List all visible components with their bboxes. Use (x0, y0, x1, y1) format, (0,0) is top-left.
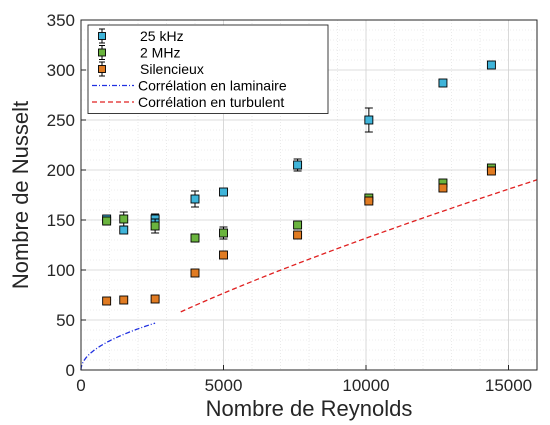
y-tick-label: 350 (47, 11, 75, 30)
data-point (190, 190, 200, 208)
legend-marker (98, 48, 106, 57)
data-point (219, 226, 228, 240)
data-point (364, 196, 374, 206)
data-point (150, 294, 160, 304)
legend-label: Corrélation en laminaire (138, 78, 287, 94)
x-tick-label: 10000 (342, 376, 389, 395)
point-marker (219, 228, 228, 238)
data-point (190, 233, 200, 243)
legend-entry: Corrélation en turbulent (92, 94, 284, 110)
point-marker (150, 221, 160, 231)
data-points (102, 60, 496, 306)
data-point (119, 295, 129, 305)
point-marker (102, 216, 112, 226)
data-point (219, 187, 228, 197)
x-tick-label: 5000 (205, 376, 243, 395)
legend-label: 2 MHz (140, 45, 180, 61)
legend-marker (98, 32, 106, 40)
point-marker (119, 295, 129, 305)
point-marker (486, 60, 496, 70)
y-tick-label: 100 (47, 261, 75, 280)
legend-entry: Silencieux (98, 61, 204, 77)
legend-entry: 2 MHz (98, 45, 180, 61)
data-point (486, 60, 496, 70)
data-point (438, 78, 448, 88)
y-tick-label: 150 (47, 211, 75, 230)
data-point (438, 183, 448, 193)
data-point (364, 107, 374, 133)
y-tick-label: 250 (47, 111, 75, 130)
data-point (486, 166, 496, 176)
point-marker (190, 268, 200, 278)
legend-label: 25 kHz (140, 28, 184, 44)
point-marker (119, 214, 129, 224)
data-point (102, 296, 112, 306)
point-marker (293, 220, 303, 230)
point-marker (219, 187, 228, 197)
y-tick-label: 300 (47, 61, 75, 80)
point-marker (293, 160, 303, 170)
turbulent-correlation-line (180, 179, 538, 313)
legend-entry: Corrélation en laminaire (92, 78, 287, 94)
legend-marker (98, 65, 106, 73)
legend-entry: 25 kHz (98, 28, 184, 44)
point-marker (190, 194, 200, 204)
y-tick-label: 200 (47, 161, 75, 180)
legend-box (87, 24, 329, 114)
point-marker (119, 225, 129, 235)
point-marker (190, 233, 200, 243)
point-marker (102, 296, 112, 306)
data-point (293, 220, 303, 230)
data-point (119, 225, 129, 235)
y-tick-label: 0 (66, 361, 75, 380)
x-tick-label: 0 (76, 376, 85, 395)
point-marker (438, 183, 448, 193)
data-point (219, 250, 228, 260)
data-point (102, 216, 112, 226)
legend-label: Corrélation en turbulent (138, 94, 284, 110)
plot-frame (80, 19, 538, 371)
point-marker (293, 230, 303, 240)
data-point (293, 230, 303, 240)
point-marker (486, 166, 496, 176)
x-axis-label: Nombre de Reynolds (206, 396, 413, 421)
correlation-curves (80, 179, 538, 371)
point-marker (364, 196, 374, 206)
data-point (293, 158, 303, 172)
legend-label: Silencieux (140, 61, 204, 77)
y-axis-label: Nombre de Nusselt (8, 101, 33, 289)
laminar-correlation-line (80, 322, 156, 371)
point-marker (219, 250, 228, 260)
point-marker (438, 78, 448, 88)
point-marker (150, 294, 160, 304)
y-tick-label: 50 (56, 311, 75, 330)
point-marker (364, 115, 374, 125)
x-tick-label: 15000 (485, 376, 532, 395)
data-point (150, 218, 160, 234)
axis-ticks: 0 5000 10000 15000 0 50 100 150 200 250 300 350 (47, 11, 533, 395)
data-point (190, 268, 200, 278)
data-point (119, 211, 129, 227)
